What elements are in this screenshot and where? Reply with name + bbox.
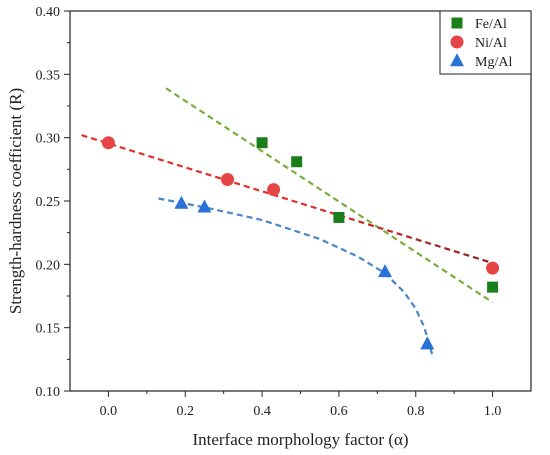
y-tick-label: 0.30: [36, 132, 61, 147]
y-tick-label: 0.40: [36, 5, 61, 20]
x-tick-label: 0.6: [330, 404, 348, 419]
data-point-mg-al: [420, 336, 435, 350]
y-axis-label: Strength-hardness coefficient (R): [6, 88, 25, 314]
y-tick-label: 0.15: [36, 322, 61, 337]
data-point-ni-al: [486, 261, 500, 275]
fit-line-fe-al: [165, 87, 494, 304]
x-tick-label: 0.8: [407, 404, 425, 419]
legend-marker-ni-al: [450, 35, 464, 49]
legend-label-fe-al: Fe/Al: [475, 17, 507, 32]
x-tick-label: 0.2: [177, 404, 195, 419]
x-tick-label: 0.4: [253, 404, 271, 419]
legend-label-mg-al: Mg/Al: [475, 55, 512, 70]
legend-marker-fe-al: [451, 17, 463, 29]
fit-line-ni-al: [81, 134, 493, 265]
data-point-mg-al: [378, 264, 393, 278]
legend-label-ni-al: Ni/Al: [475, 36, 507, 51]
data-point-mg-al: [174, 195, 189, 209]
x-axis-label: Interface morphology factor (α): [192, 430, 408, 449]
legend: Fe/Al Ni/Al Mg/Al: [439, 10, 532, 75]
data-point-fe-al: [333, 211, 345, 223]
y-tick-label: 0.35: [36, 68, 61, 83]
y-tick-label: 0.10: [36, 385, 61, 400]
data-point-ni-al: [267, 183, 281, 197]
x-tick-label: 1.0: [484, 404, 502, 419]
legend-marker-mg-al: [450, 53, 464, 67]
data-points-layer: [101, 136, 500, 350]
y-tick-label: 0.25: [36, 195, 61, 210]
axes-layer: 0.0 0.2 0.4 0.6 0.8 1.0 0.10 0.15 0.20 0.25 0.30 0.…: [6, 5, 532, 449]
x-tick-label: 0.0: [100, 404, 118, 419]
data-point-fe-al: [291, 156, 303, 168]
data-point-fe-al: [487, 281, 499, 293]
data-point-mg-al: [197, 199, 212, 213]
data-point-fe-al: [256, 137, 268, 149]
fit-lines-layer: [81, 87, 494, 359]
data-point-ni-al: [221, 172, 235, 186]
data-point-ni-al: [101, 136, 115, 150]
fit-curve-mg-al: [158, 197, 435, 359]
y-tick-label: 0.20: [36, 258, 61, 273]
